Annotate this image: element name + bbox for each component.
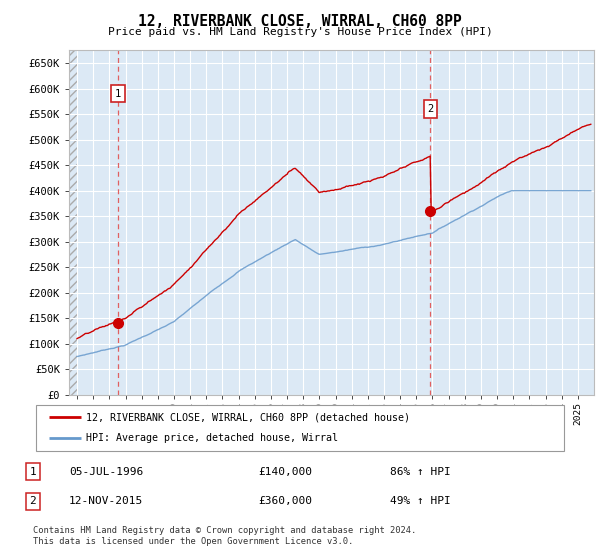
Text: 1: 1 <box>115 89 121 99</box>
Text: 05-JUL-1996: 05-JUL-1996 <box>69 466 143 477</box>
Text: £140,000: £140,000 <box>258 466 312 477</box>
Text: 2: 2 <box>29 496 37 506</box>
Text: HPI: Average price, detached house, Wirral: HPI: Average price, detached house, Wirr… <box>86 433 338 444</box>
Text: 12, RIVERBANK CLOSE, WIRRAL, CH60 8PP (detached house): 12, RIVERBANK CLOSE, WIRRAL, CH60 8PP (d… <box>86 412 410 422</box>
Text: 1: 1 <box>29 466 37 477</box>
Text: 49% ↑ HPI: 49% ↑ HPI <box>390 496 451 506</box>
Text: 12-NOV-2015: 12-NOV-2015 <box>69 496 143 506</box>
Text: Contains HM Land Registry data © Crown copyright and database right 2024.
This d: Contains HM Land Registry data © Crown c… <box>33 526 416 546</box>
Bar <box>69 50 77 395</box>
Text: 86% ↑ HPI: 86% ↑ HPI <box>390 466 451 477</box>
Text: £360,000: £360,000 <box>258 496 312 506</box>
Text: 2: 2 <box>427 104 433 114</box>
FancyBboxPatch shape <box>36 405 564 451</box>
Text: 12, RIVERBANK CLOSE, WIRRAL, CH60 8PP: 12, RIVERBANK CLOSE, WIRRAL, CH60 8PP <box>138 14 462 29</box>
Text: Price paid vs. HM Land Registry's House Price Index (HPI): Price paid vs. HM Land Registry's House … <box>107 27 493 37</box>
